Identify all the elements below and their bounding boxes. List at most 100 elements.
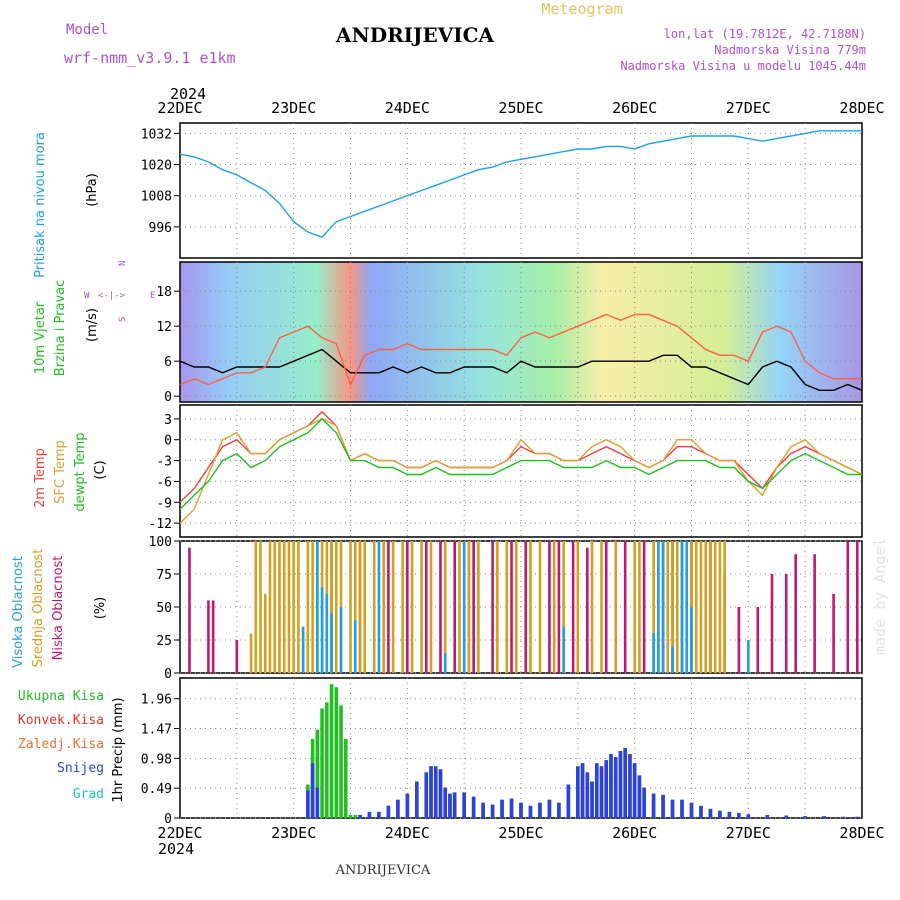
precip-bar — [594, 763, 599, 818]
cloud-low-bar — [557, 541, 561, 673]
precip-bar — [590, 781, 594, 818]
cloud-mid-bar — [292, 541, 295, 673]
wind-ylabel-1: 10m Vjetar — [33, 301, 48, 374]
precip-bar — [670, 799, 675, 818]
precip-bar — [566, 784, 571, 818]
cloud-high-bar — [443, 653, 447, 673]
cloud-low-bar — [387, 541, 390, 673]
cloud-low-bar — [406, 541, 409, 673]
cloud-high-bar — [339, 607, 343, 673]
cloud-mid-bar — [311, 541, 314, 673]
precip-bar — [490, 804, 495, 818]
y-tick-label: 100 — [149, 535, 172, 550]
cloud-low-bar — [623, 541, 627, 673]
cloud-mid-bar — [718, 541, 722, 673]
bottom-day-label: 23DEC — [271, 824, 316, 842]
cloud-mid-bar — [259, 541, 262, 673]
precip-bar — [623, 748, 627, 818]
clouds-panel: 0 25 50 75 100 — [149, 535, 863, 682]
bottom-day-label: 26DEC — [612, 824, 657, 842]
precip-bar — [500, 799, 504, 818]
y-tick-label: 12 — [156, 320, 172, 335]
pressure-unit: (hPa) — [85, 173, 100, 207]
cloud-mid-bar — [278, 541, 281, 673]
bottom-day-labels: 22DEC 23DEC 24DEC 25DEC 26DEC 27DEC 28DEC — [157, 824, 884, 842]
compass-arrows: <-|-> — [98, 291, 126, 301]
precip-bar — [509, 798, 514, 818]
precip-legend-frozen: Zaledj.Kisa — [18, 737, 104, 752]
precip-bar — [429, 766, 433, 818]
precip-bar — [343, 738, 348, 818]
compass-n: N — [118, 261, 128, 266]
cloud-low-bar — [207, 600, 210, 673]
cloud-mid-bar — [552, 541, 556, 673]
y-tick-label: 0 — [164, 812, 172, 827]
cloud-mid-ylabel: Srednja Oblacnost — [31, 549, 46, 668]
cloud-low-bar — [642, 541, 646, 673]
precip-bar — [803, 816, 807, 818]
precip-bar — [784, 815, 789, 818]
cloud-high-bar — [325, 593, 329, 673]
cloud-high-bar — [377, 541, 381, 673]
precip-legend-snow: Snijeg — [57, 761, 104, 776]
compass-w: W — [84, 291, 90, 301]
location-title: ANDRIJEVICA — [335, 23, 495, 47]
cloud-mid-bar — [600, 541, 603, 673]
y-tick-label: 18 — [156, 285, 172, 300]
cloud-low-bar — [453, 541, 456, 673]
top-day-labels: 22DEC 23DEC 24DEC 25DEC 26DEC 27DEC 28DEC — [157, 99, 884, 117]
wind-compass: N E S W <-|-> — [84, 261, 155, 322]
cloud-mid-bar — [334, 541, 338, 673]
cloud-high-bar — [747, 640, 750, 673]
cloud-mid-bar — [709, 541, 712, 673]
cloud-low-bar — [813, 554, 816, 673]
precip-bar — [599, 766, 604, 818]
precip-bar — [386, 805, 391, 818]
cloud-mid-bar — [263, 593, 267, 673]
altitude-text: Nadmorska Visina 779m — [714, 43, 866, 57]
t2m-ylabel: 2m Temp — [33, 448, 48, 508]
y-tick-label: 75 — [156, 568, 172, 583]
precip-bar — [727, 811, 732, 818]
sfc-ylabel: SFC Temp — [53, 440, 68, 504]
cloud-mid-bar — [666, 541, 670, 673]
cloud-mid-bar — [652, 541, 655, 673]
cloud-low-bar — [235, 640, 239, 673]
cloud-high-bar — [462, 541, 466, 673]
precip-bar — [855, 816, 860, 818]
cloud-mid-bar — [443, 541, 447, 673]
y-tick-label: 0 — [164, 434, 172, 449]
y-tick-label: 1020 — [141, 159, 172, 174]
top-day-label: 27DEC — [726, 99, 771, 117]
precip-legend-total: Ukupna Kisa — [18, 689, 104, 704]
y-tick-label: 996 — [149, 221, 172, 236]
y-tick-label: 1.96 — [141, 693, 172, 708]
precip-bar — [680, 799, 684, 818]
cloud-low-bar — [756, 607, 760, 673]
precip-bar — [396, 799, 400, 818]
precip-bar — [415, 781, 419, 818]
precip-bar — [642, 787, 646, 818]
pressure-ylabel: Pritisak na nivou mora — [33, 132, 48, 278]
precip-bar — [628, 754, 632, 818]
precip-bar — [604, 760, 609, 818]
precip-ylabel: 1hr Precip (mm) — [111, 697, 126, 802]
precip-bar — [471, 796, 476, 818]
precip-bar — [310, 763, 315, 818]
model-name: wrf-nmm_v3.9.1 e1km — [64, 49, 236, 67]
cloud-low-bar — [491, 541, 494, 673]
lonlat-text: lon,lat (19.7812E, 42.7188N) — [664, 27, 866, 41]
precip-bar — [528, 805, 533, 818]
precip-legend-conv: Konvek.Kisa — [18, 713, 104, 728]
precip-bar — [358, 814, 362, 818]
cloud-mid-bar — [699, 541, 703, 673]
cloud-low-bar — [846, 541, 850, 673]
precip-bar — [613, 757, 618, 818]
precip-bar — [547, 799, 552, 818]
precip-bar — [822, 816, 826, 818]
bottom-day-label: 24DEC — [385, 824, 430, 842]
cloud-low-bar — [211, 600, 215, 673]
cloud-low-bar — [586, 547, 589, 673]
pressure-panel: 996 1008 1020 1032 — [141, 122, 863, 259]
